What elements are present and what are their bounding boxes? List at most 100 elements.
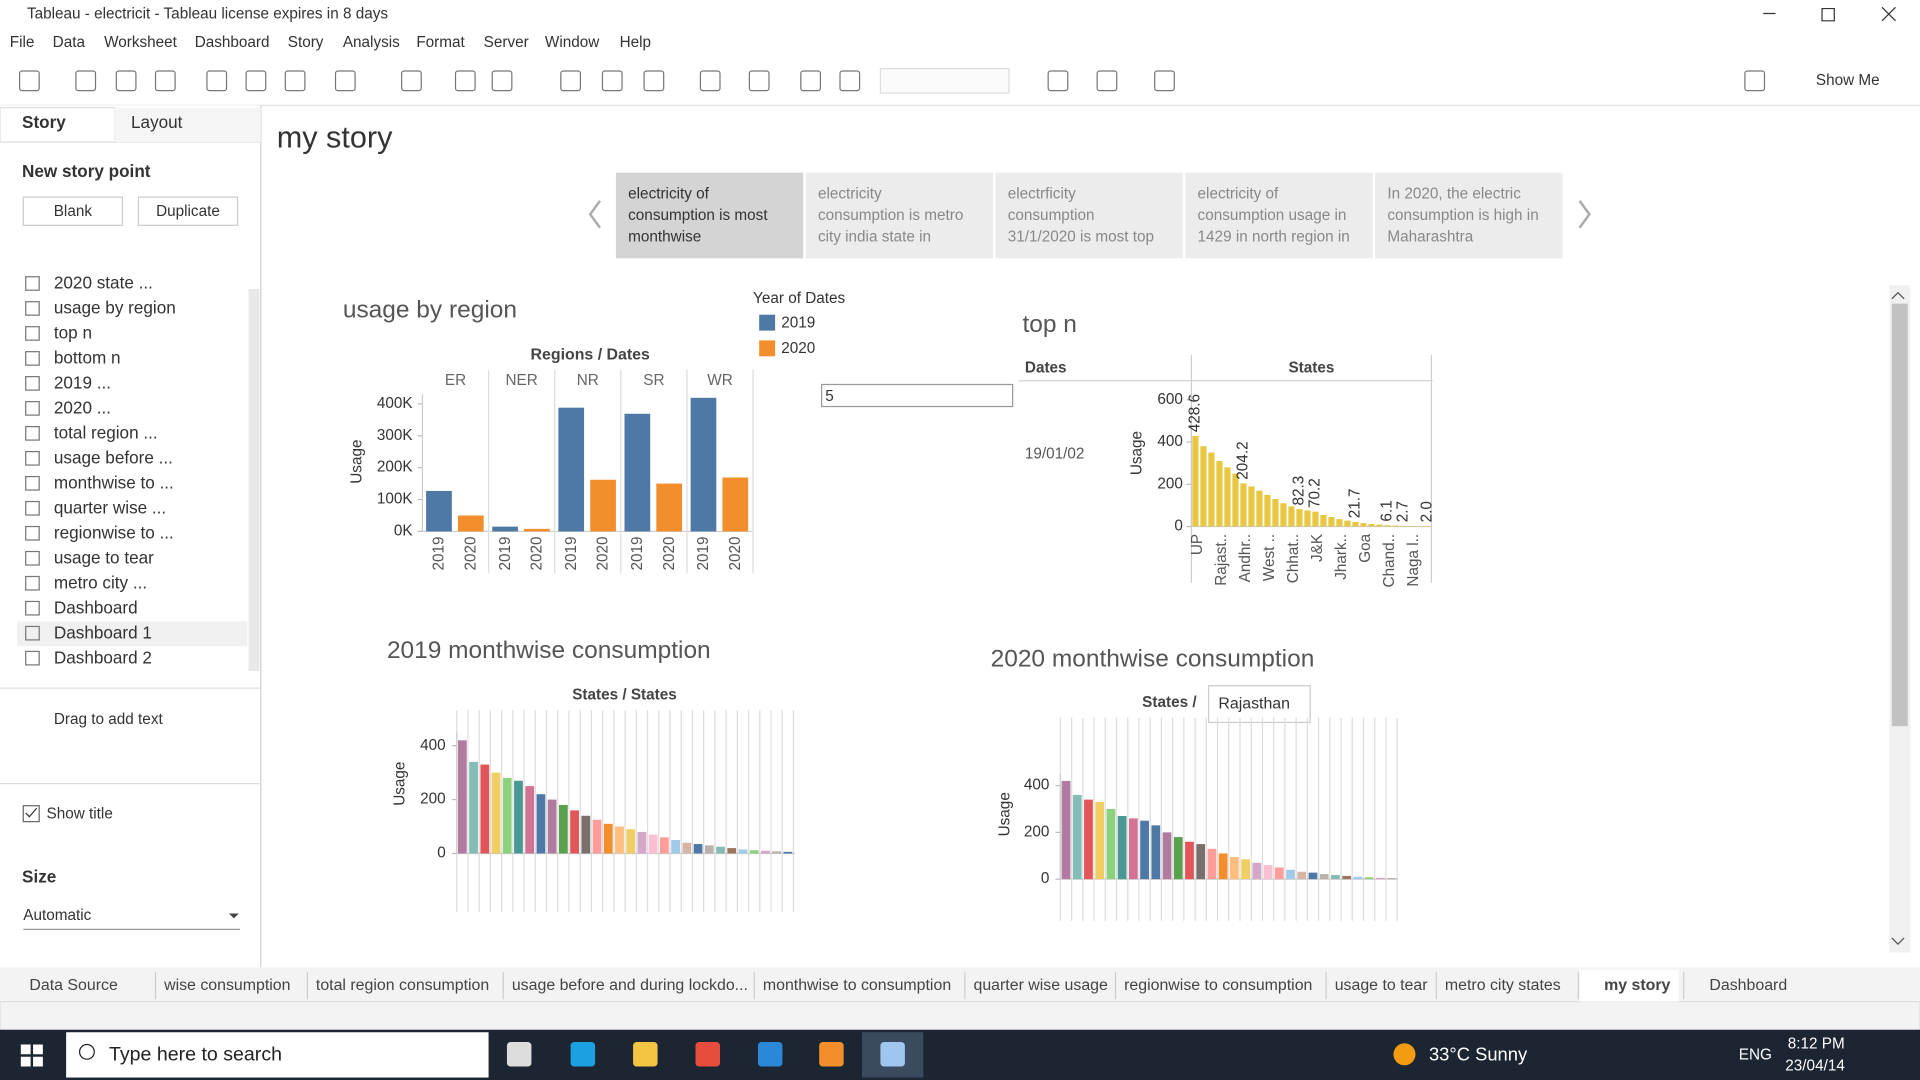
sheet-item[interactable]: usage before ... [54,447,173,467]
sheet-item[interactable]: usage to tear [54,547,154,567]
taskbar-icon[interactable] [695,1042,720,1067]
sheet-tab[interactable]: total region consumption [316,977,489,994]
search-box[interactable] [66,1032,489,1078]
toolbar-icon[interactable] [1096,70,1118,92]
story-point-caption[interactable]: consumption is most [628,207,768,224]
story-point[interactable] [1375,172,1563,259]
drag-text[interactable]: Drag to add text [54,711,164,728]
toolbar-icon[interactable] [115,70,137,92]
button-label[interactable]: Duplicate [156,203,220,220]
sheet-tab[interactable]: regionwise to consumption [1124,977,1312,994]
toolbar-icon[interactable] [284,70,306,92]
toolbar-icon[interactable] [401,70,422,92]
sheet-item[interactable]: regionwise to ... [54,522,174,542]
button[interactable] [22,196,124,226]
sheet-item[interactable]: monthwise to ... [54,472,174,492]
sheet-item[interactable]: total region ... [54,422,158,442]
button-label[interactable]: Blank [54,203,93,220]
search-placeholder[interactable]: Type here to search [109,1044,282,1066]
story-point-caption[interactable]: 31/1/2020 is most top [1008,229,1154,246]
toolbar-icon[interactable] [491,70,513,92]
sheet-tab[interactable]: Data Source [29,977,118,994]
story-point-caption[interactable]: 1429 in north region in [1198,229,1350,246]
toolbar-icon[interactable] [75,70,97,92]
toolbar-icon[interactable] [699,70,721,92]
menu-item[interactable]: Help [620,34,651,51]
sheet-item[interactable]: Dashboard 2 [54,647,152,667]
toolbar-icon[interactable] [334,70,356,92]
sheet-item[interactable]: Dashboard 1 [54,622,152,642]
menu-item[interactable]: Data [53,34,86,51]
story-point[interactable] [995,172,1183,259]
toolbar-icon[interactable] [1047,70,1069,92]
story-point-caption[interactable]: consumption is metro [818,207,963,224]
toolbar-icon[interactable] [1154,70,1175,92]
sheet-tab[interactable]: quarter wise usage [973,977,1108,994]
story-arrows[interactable] [588,200,1591,229]
story-point-caption[interactable]: consumption usage in [1198,207,1347,224]
story-point-caption[interactable]: Maharashtra [1387,229,1473,246]
sheet-item[interactable]: 2020 state ... [54,273,153,293]
window-controls[interactable] [1763,6,1896,22]
toolbar-icon[interactable] [454,70,476,92]
toolbar-dropdown[interactable] [879,67,1010,94]
story-point[interactable] [1185,172,1373,259]
toolbar-icon[interactable] [206,70,228,92]
toolbar-icon[interactable] [601,70,623,92]
sheet-item[interactable]: 2020 ... [54,398,111,418]
toolbar-icon[interactable] [245,70,267,92]
sheet-item[interactable]: Dashboard [54,597,138,617]
toolbar-icon[interactable] [560,70,582,92]
menu-item[interactable]: Analysis [343,34,400,51]
taskbar-icon[interactable] [570,1042,596,1067]
story-point-caption[interactable]: city india state in [818,229,931,246]
show-title[interactable]: Show title [47,805,113,822]
sheet-tab[interactable]: usage to tear [1335,977,1429,994]
sheet-tab[interactable]: usage before and during lockdo... [512,977,748,994]
story-point-caption[interactable]: monthwise [628,229,701,246]
taskbar-icon[interactable] [757,1042,783,1067]
menu-item[interactable]: Server [484,34,529,51]
sheet-item[interactable]: quarter wise ... [54,497,166,517]
toolbar-icon[interactable] [800,70,822,92]
taskbar-icon[interactable] [819,1042,844,1067]
taskbar-icon[interactable] [506,1042,532,1067]
sheet-item[interactable]: top n [54,323,92,343]
story-point-caption[interactable]: In 2020, the electric [1387,186,1521,203]
menu-item[interactable]: Dashboard [195,34,270,51]
menu-item[interactable]: Window [545,34,600,51]
sheet-item[interactable]: usage by region [54,298,176,318]
sheet-tab[interactable]: Dashboard [1709,977,1787,994]
sheet-tab[interactable]: metro city states [1445,977,1561,994]
sheet-tab[interactable]: monthwise to consumption [763,977,951,994]
taskbar-icon[interactable] [880,1042,905,1067]
size-value[interactable]: Automatic [23,907,91,924]
toolbar-icon[interactable] [643,70,665,92]
menu-item[interactable]: Format [416,34,465,51]
menu-item[interactable]: Story [288,34,324,51]
menu-item[interactable]: Worksheet [104,34,178,51]
filter-input[interactable] [821,383,1014,408]
sheet-item[interactable]: metro city ... [54,572,147,592]
story-tab[interactable]: Story [22,112,66,132]
toolbar-icon[interactable] [18,70,40,92]
story-point-caption[interactable]: electricity of [1198,186,1280,203]
layout-tab[interactable]: Layout [131,112,183,132]
story-point-caption[interactable]: consumption is high in [1387,207,1538,224]
toolbar-icon[interactable] [748,70,770,92]
filter-value[interactable]: 5 [825,388,834,405]
toolbar-icon[interactable] [154,70,176,92]
legend-label[interactable]: 2020 [781,340,815,357]
toolbar-icon[interactable] [1744,70,1766,92]
sheet-tab[interactable]: my story [1604,977,1670,994]
sheet-item[interactable]: 2019 ... [54,373,111,393]
toolbar-icon[interactable] [839,70,861,92]
story-point[interactable] [615,172,804,259]
start-button[interactable] [20,1044,43,1067]
story-point-caption[interactable]: electricity [818,186,882,203]
story-point-caption[interactable]: electricity of [628,186,710,203]
button[interactable] [137,196,239,226]
story-point[interactable] [805,172,994,259]
menu-item[interactable]: File [10,34,35,51]
taskbar-icon[interactable] [633,1042,658,1067]
